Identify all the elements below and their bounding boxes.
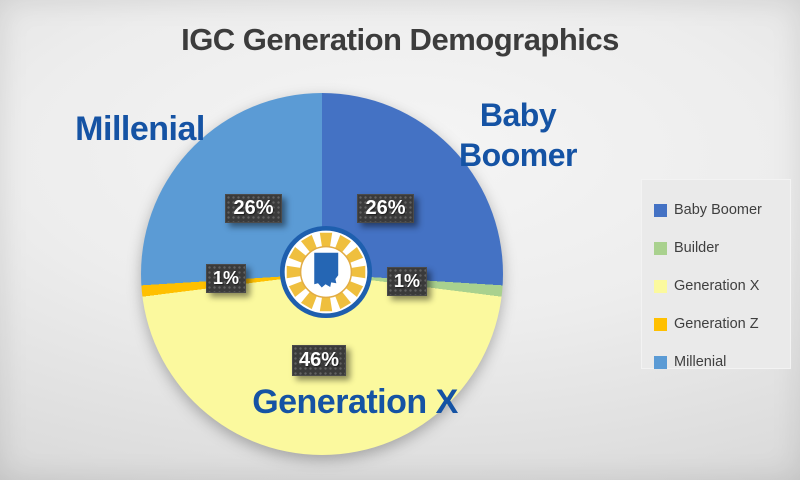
legend-label: Generation Z [674, 316, 759, 332]
legend: Baby Boomer Builder Generation X Generat… [641, 179, 791, 370]
data-label-generation-x: 46% [292, 345, 346, 376]
callout-baby-boomer: Baby Boomer [433, 95, 603, 175]
legend-label: Generation X [674, 278, 760, 294]
chip-stripes [286, 232, 366, 312]
callout-millenial: Millenial [75, 110, 205, 148]
data-label-builder: 1% [387, 267, 427, 296]
legend-item-generation-z: Generation Z [654, 305, 790, 343]
indiana-state-icon [314, 252, 339, 288]
chart-title: IGC Generation Demographics [181, 22, 619, 57]
legend-item-builder: Builder [654, 229, 790, 267]
data-label-baby-boomer: 26% [357, 194, 414, 223]
legend-swatch-generation-z [654, 317, 667, 331]
legend-swatch-builder [654, 241, 667, 255]
legend-item-millenial: Millenial [654, 343, 790, 381]
legend-label: Builder [674, 240, 720, 256]
data-label-millenial: 26% [225, 194, 282, 223]
igc-chip-logo [279, 225, 373, 319]
legend-label: Baby Boomer [674, 202, 762, 218]
legend-item-generation-x: Generation X [654, 267, 790, 305]
callout-baby-boomer-line2: Boomer [459, 137, 577, 173]
legend-item-baby-boomer: Baby Boomer [654, 191, 790, 229]
legend-swatch-millenial [654, 355, 667, 369]
legend-swatch-baby-boomer [654, 203, 667, 217]
legend-label: Millenial [674, 354, 727, 370]
data-label-generation-z: 1% [206, 264, 246, 293]
legend-swatch-generation-x [654, 279, 667, 293]
callout-generation-x: Generation X [252, 383, 458, 421]
callout-baby-boomer-line1: Baby [479, 97, 557, 133]
